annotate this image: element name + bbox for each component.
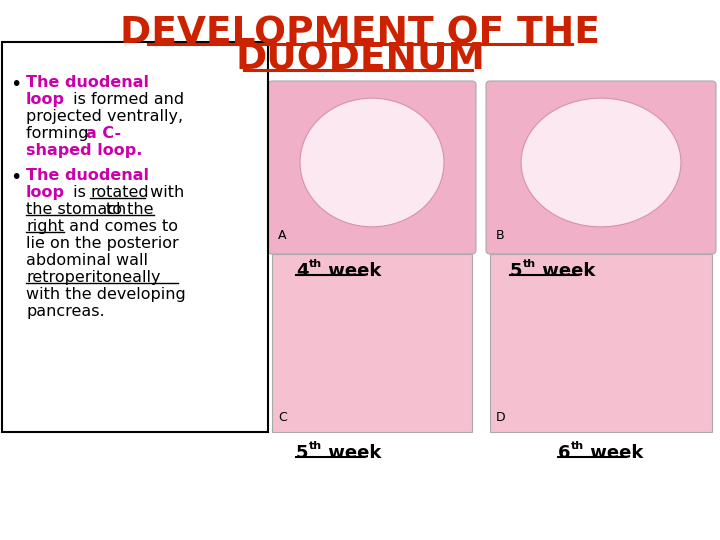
Text: week: week bbox=[536, 262, 595, 280]
Text: retroperitoneally: retroperitoneally bbox=[26, 270, 161, 285]
Text: D: D bbox=[496, 411, 505, 424]
Text: to the: to the bbox=[106, 202, 153, 217]
Text: the stomach: the stomach bbox=[26, 202, 131, 217]
Text: is formed and: is formed and bbox=[68, 92, 184, 107]
Text: abdominal wall: abdominal wall bbox=[26, 253, 148, 268]
Text: with: with bbox=[145, 185, 184, 200]
Text: •: • bbox=[10, 168, 22, 187]
FancyBboxPatch shape bbox=[2, 42, 268, 432]
Text: The duodenal: The duodenal bbox=[26, 75, 149, 90]
Text: projected ventrally,: projected ventrally, bbox=[26, 109, 183, 124]
Text: loop: loop bbox=[26, 92, 65, 107]
Text: loop: loop bbox=[26, 185, 65, 200]
Text: a C-: a C- bbox=[86, 126, 121, 141]
Text: pancreas.: pancreas. bbox=[26, 304, 104, 319]
Text: week: week bbox=[322, 444, 382, 462]
Text: th: th bbox=[523, 259, 536, 269]
Text: shaped loop.: shaped loop. bbox=[26, 143, 143, 158]
Text: 5: 5 bbox=[296, 444, 308, 462]
Text: week: week bbox=[322, 262, 382, 280]
Ellipse shape bbox=[521, 98, 681, 227]
Text: th: th bbox=[309, 441, 322, 451]
FancyBboxPatch shape bbox=[268, 81, 476, 254]
Text: 6: 6 bbox=[558, 444, 570, 462]
Text: rotated: rotated bbox=[90, 185, 148, 200]
FancyBboxPatch shape bbox=[490, 254, 712, 432]
Text: lie on the posterior: lie on the posterior bbox=[26, 236, 179, 251]
Text: forming: forming bbox=[26, 126, 94, 141]
Text: The duodenal: The duodenal bbox=[26, 168, 149, 183]
Text: B: B bbox=[496, 229, 505, 242]
Text: th: th bbox=[309, 259, 322, 269]
Text: DUODENUM: DUODENUM bbox=[235, 41, 485, 77]
Text: week: week bbox=[584, 444, 644, 462]
Text: DEVELOPMENT OF THE: DEVELOPMENT OF THE bbox=[120, 15, 600, 51]
Text: and comes to: and comes to bbox=[64, 219, 178, 234]
Text: •: • bbox=[10, 75, 22, 94]
FancyBboxPatch shape bbox=[272, 254, 472, 432]
Text: is: is bbox=[68, 185, 91, 200]
Text: right: right bbox=[26, 219, 64, 234]
Text: A: A bbox=[278, 229, 287, 242]
Text: C: C bbox=[278, 411, 287, 424]
Text: with the developing: with the developing bbox=[26, 287, 186, 302]
Text: th: th bbox=[571, 441, 584, 451]
Ellipse shape bbox=[300, 98, 444, 227]
Text: 5: 5 bbox=[510, 262, 523, 280]
Text: 4: 4 bbox=[296, 262, 308, 280]
FancyBboxPatch shape bbox=[486, 81, 716, 254]
